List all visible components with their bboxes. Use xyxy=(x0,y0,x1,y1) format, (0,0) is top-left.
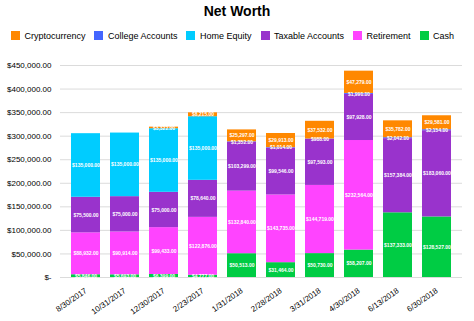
svg-text:$29,581.00: $29,581.00 xyxy=(424,119,449,125)
svg-text:$135,000.00: $135,000.00 xyxy=(150,157,178,163)
html-text:Taxable Accounts: Taxable Accounts xyxy=(274,30,345,41)
svg-text:$2,154.00: $2,154.00 xyxy=(426,126,448,132)
svg-text:$99,433.00: $99,433.00 xyxy=(151,247,176,253)
svg-text:$450,000.00: $450,000.00 xyxy=(7,61,52,70)
svg-text:$31,464.00: $31,464.00 xyxy=(268,266,293,272)
svg-text:$-: $- xyxy=(44,273,51,282)
svg-text:$88,932.00: $88,932.00 xyxy=(73,250,98,256)
svg-text:$135,000.00: $135,000.00 xyxy=(111,161,139,167)
svg-text:$988.00: $988.00 xyxy=(311,135,329,141)
svg-text:4/30/2018: 4/30/2018 xyxy=(327,285,362,313)
svg-text:$97,928.00: $97,928.00 xyxy=(346,114,371,120)
html-text:Home Equity: Home Equity xyxy=(200,30,252,41)
svg-text:$137,333.00: $137,333.00 xyxy=(384,241,412,247)
svg-text:$132,840.00: $132,840.00 xyxy=(228,219,256,225)
svg-text:$25,297.00: $25,297.00 xyxy=(229,132,254,138)
svg-text:$157,384.00: $157,384.00 xyxy=(384,172,412,178)
svg-text:$103,299.00: $103,299.00 xyxy=(228,163,256,169)
svg-text:$47,279.00: $47,279.00 xyxy=(346,78,371,84)
svg-text:$128,527.00: $128,527.00 xyxy=(423,243,451,249)
svg-text:$3,322.00: $3,322.00 xyxy=(153,124,175,130)
svg-text:$1,014.00: $1,014.00 xyxy=(270,144,292,150)
svg-text:6/30/2018: 6/30/2018 xyxy=(405,285,440,313)
svg-text:2/28/2018: 2/28/2018 xyxy=(249,285,284,313)
svg-text:$29,913.00: $29,913.00 xyxy=(268,137,293,143)
svg-text:$1,352.00: $1,352.00 xyxy=(231,138,253,144)
svg-text:$350,000.00: $350,000.00 xyxy=(7,108,52,117)
svg-text:$50,730.00: $50,730.00 xyxy=(307,262,332,268)
svg-text:$2,042.00: $2,042.00 xyxy=(387,134,409,140)
svg-text:$5,693.00: $5,693.00 xyxy=(114,272,136,278)
svg-text:$250,000.00: $250,000.00 xyxy=(7,155,52,164)
svg-text:$75,500.00: $75,500.00 xyxy=(73,211,98,217)
html-text:Retirement: Retirement xyxy=(366,30,411,41)
html-text:College Accounts: College Accounts xyxy=(107,30,178,41)
html-text:Cryptocurrency: Cryptocurrency xyxy=(24,30,86,41)
html-text:Net Worth: Net Worth xyxy=(203,3,271,19)
svg-text:$75,000.00: $75,000.00 xyxy=(151,206,176,212)
svg-text:$6,399.00: $6,399.00 xyxy=(153,272,175,278)
svg-text:$100,000.00: $100,000.00 xyxy=(7,225,52,234)
svg-text:8/30/2017: 8/30/2017 xyxy=(54,285,89,313)
svg-text:$143,735.00: $143,735.00 xyxy=(267,225,295,231)
svg-text:3/31/2018: 3/31/2018 xyxy=(288,285,323,313)
svg-text:$97,593.00: $97,593.00 xyxy=(307,159,332,165)
svg-text:$4,777.00: $4,777.00 xyxy=(192,272,214,278)
svg-text:$400,000.00: $400,000.00 xyxy=(7,84,52,93)
svg-text:$58,207.00: $58,207.00 xyxy=(346,260,371,266)
svg-text:$50,000.00: $50,000.00 xyxy=(11,249,52,258)
svg-text:$135,000.00: $135,000.00 xyxy=(189,145,217,151)
svg-text:$232,564.00: $232,564.00 xyxy=(345,191,373,197)
svg-text:$150,000.00: $150,000.00 xyxy=(7,202,52,211)
svg-text:$300,000.00: $300,000.00 xyxy=(7,131,52,140)
svg-text:$200,000.00: $200,000.00 xyxy=(7,178,52,187)
svg-text:$183,060.00: $183,060.00 xyxy=(423,170,451,176)
svg-text:$122,876.00: $122,876.00 xyxy=(189,242,217,248)
svg-text:6/13/2018: 6/13/2018 xyxy=(366,285,401,313)
svg-text:$75,000.00: $75,000.00 xyxy=(112,210,137,216)
svg-text:$78,640.00: $78,640.00 xyxy=(190,195,215,201)
html-text:Cash: Cash xyxy=(433,30,455,41)
svg-text:$144,719.00: $144,719.00 xyxy=(306,216,334,222)
svg-text:$90,914.00: $90,914.00 xyxy=(112,250,137,256)
svg-text:2/23/2017: 2/23/2017 xyxy=(171,285,206,313)
svg-text:$35,782.00: $35,782.00 xyxy=(385,125,410,131)
svg-text:1/31/2018: 1/31/2018 xyxy=(210,285,245,313)
svg-text:$135,000.00: $135,000.00 xyxy=(72,162,100,168)
svg-text:$99,546.00: $99,546.00 xyxy=(268,168,293,174)
svg-text:12/30/2017: 12/30/2017 xyxy=(129,285,167,316)
svg-text:$8,215.00: $8,215.00 xyxy=(192,111,214,117)
svg-text:$1,990.00: $1,990.00 xyxy=(348,90,370,96)
svg-text:$50,513.00: $50,513.00 xyxy=(229,262,254,268)
svg-text:10/31/2017: 10/31/2017 xyxy=(90,285,128,316)
svg-text:$37,532.00: $37,532.00 xyxy=(307,126,332,132)
svg-text:$5,846.00: $5,846.00 xyxy=(75,272,97,278)
